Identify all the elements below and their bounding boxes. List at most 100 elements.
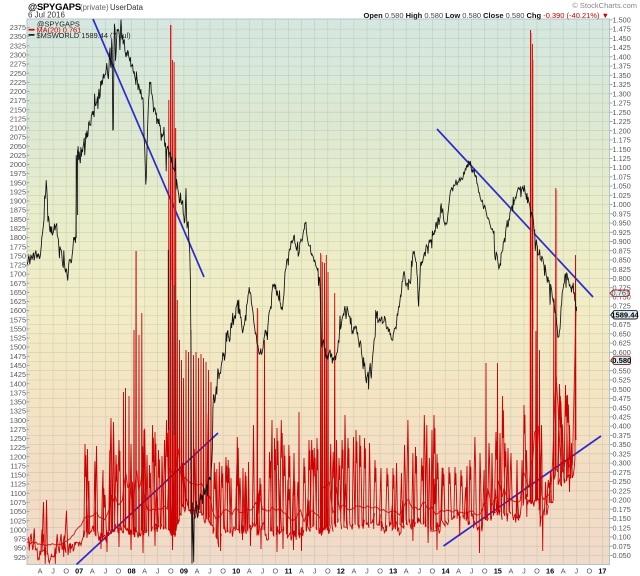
svg-text:0.175: 0.175: [613, 505, 631, 514]
svg-text:1800: 1800: [10, 233, 26, 242]
svg-text:1775: 1775: [10, 242, 26, 251]
svg-text:1.150: 1.150: [613, 145, 631, 154]
svg-text:© StockCharts.com: © StockCharts.com: [572, 1, 637, 10]
svg-text:17: 17: [598, 567, 606, 576]
svg-text:1.100: 1.100: [613, 163, 631, 172]
svg-text:1.350: 1.350: [613, 71, 631, 80]
svg-text:J: J: [156, 567, 160, 576]
svg-text:1300: 1300: [10, 416, 26, 425]
svg-text:0.550: 0.550: [613, 366, 631, 375]
svg-text:0.761: 0.761: [612, 289, 631, 298]
svg-text:O: O: [482, 567, 488, 576]
svg-text:2025: 2025: [10, 151, 26, 160]
svg-text:950: 950: [14, 544, 26, 553]
svg-text:A: A: [38, 567, 43, 576]
svg-text:1650: 1650: [10, 288, 26, 297]
svg-text:09: 09: [180, 567, 188, 576]
svg-text:J: J: [208, 567, 212, 576]
svg-text:J: J: [417, 567, 421, 576]
svg-text:12: 12: [337, 567, 345, 576]
svg-text:0.450: 0.450: [613, 403, 631, 412]
svg-text:1900: 1900: [10, 197, 26, 206]
svg-text:1250: 1250: [10, 434, 26, 443]
svg-text:1.200: 1.200: [613, 126, 631, 135]
svg-text:0.975: 0.975: [613, 209, 631, 218]
svg-text:1.025: 1.025: [613, 191, 631, 200]
svg-text:0.500: 0.500: [613, 385, 631, 394]
svg-text:1275: 1275: [10, 425, 26, 434]
svg-text:A: A: [351, 567, 356, 576]
svg-text:1875: 1875: [10, 206, 26, 215]
svg-text:1125: 1125: [10, 480, 26, 489]
svg-text:0.600: 0.600: [613, 348, 631, 357]
svg-text:2125: 2125: [10, 114, 26, 123]
svg-text:A: A: [561, 567, 566, 576]
svg-text:2325: 2325: [10, 41, 26, 50]
svg-text:0.775: 0.775: [613, 283, 631, 292]
svg-text:11: 11: [285, 567, 293, 576]
svg-text:Open 0.580 High 0.580 Low 0.58: Open 0.580 High 0.580 Low 0.580 Close 0.…: [363, 11, 609, 20]
svg-text:0.400: 0.400: [613, 422, 631, 431]
svg-text:2100: 2100: [10, 124, 26, 133]
svg-text:1500: 1500: [10, 343, 26, 352]
svg-text:O: O: [116, 567, 122, 576]
svg-text:$MSWORLD 1589.44 (7 Jul): $MSWORLD 1589.44 (7 Jul): [37, 31, 131, 40]
svg-text:0.925: 0.925: [613, 228, 631, 237]
svg-text:O: O: [168, 567, 174, 576]
svg-text:O: O: [220, 567, 226, 576]
svg-text:975: 975: [14, 535, 26, 544]
svg-text:0.275: 0.275: [613, 468, 631, 477]
svg-text:1225: 1225: [10, 443, 26, 452]
svg-text:13: 13: [389, 567, 397, 576]
svg-text:1475: 1475: [10, 352, 26, 361]
svg-text:@SPYGAPS: @SPYGAPS: [28, 1, 81, 12]
svg-text:0.750: 0.750: [613, 293, 631, 302]
svg-text:1450: 1450: [10, 361, 26, 370]
svg-text:16: 16: [546, 567, 554, 576]
svg-text:J: J: [261, 567, 265, 576]
svg-text:1575: 1575: [10, 315, 26, 324]
svg-text:1525: 1525: [10, 334, 26, 343]
svg-text:A: A: [456, 567, 461, 576]
svg-text:1550: 1550: [10, 325, 26, 334]
svg-text:1750: 1750: [10, 251, 26, 260]
svg-text:2150: 2150: [10, 105, 26, 114]
svg-text:2350: 2350: [10, 32, 26, 41]
svg-text:0.100: 0.100: [613, 533, 631, 542]
svg-text:2050: 2050: [10, 142, 26, 151]
svg-text:2075: 2075: [10, 133, 26, 142]
svg-text:0.125: 0.125: [613, 523, 631, 532]
svg-text:14: 14: [441, 567, 450, 576]
svg-text:1100: 1100: [10, 489, 26, 498]
svg-text:A: A: [508, 567, 513, 576]
svg-text:2250: 2250: [10, 69, 26, 78]
svg-text:1625: 1625: [10, 297, 26, 306]
svg-text:1675: 1675: [10, 279, 26, 288]
svg-text:0.225: 0.225: [613, 486, 631, 495]
svg-text:0.875: 0.875: [613, 246, 631, 255]
svg-text:2200: 2200: [10, 87, 26, 96]
svg-text:0.625: 0.625: [613, 339, 631, 348]
svg-text:0.850: 0.850: [613, 256, 631, 265]
svg-text:A: A: [90, 567, 95, 576]
svg-text:1850: 1850: [10, 215, 26, 224]
svg-text:1.425: 1.425: [613, 43, 631, 52]
svg-text:A: A: [299, 567, 304, 576]
svg-text:0.250: 0.250: [613, 477, 631, 486]
svg-text:1.050: 1.050: [613, 182, 631, 191]
svg-text:J: J: [104, 567, 108, 576]
svg-text:0.300: 0.300: [613, 459, 631, 468]
svg-text:1.125: 1.125: [613, 154, 631, 163]
svg-text:2175: 2175: [10, 96, 26, 105]
svg-text:J: J: [522, 567, 526, 576]
svg-text:O: O: [63, 567, 69, 576]
svg-text:O: O: [377, 567, 383, 576]
svg-text:0.675: 0.675: [613, 320, 631, 329]
svg-text:0.200: 0.200: [613, 496, 631, 505]
svg-text:1.400: 1.400: [613, 52, 631, 61]
svg-text:925: 925: [14, 553, 26, 562]
svg-text:0.350: 0.350: [613, 440, 631, 449]
svg-text:1.250: 1.250: [613, 108, 631, 117]
svg-text:J: J: [470, 567, 474, 576]
svg-text:0.050: 0.050: [613, 551, 631, 560]
